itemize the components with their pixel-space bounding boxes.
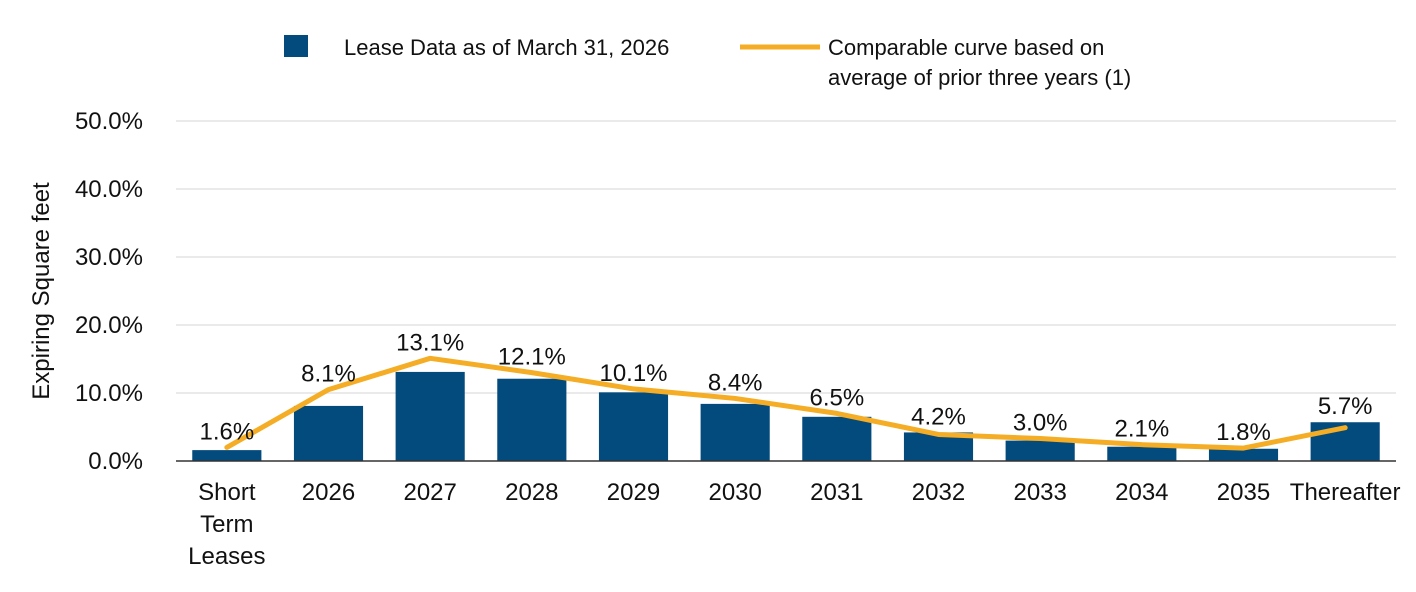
bar (1208, 448, 1279, 461)
x-category-label: 2029 (607, 479, 660, 506)
x-category-label: 2027 (403, 479, 456, 506)
data-label: 4.2% (911, 403, 966, 430)
legend: Lease Data as of March 31, 2026 Comparab… (284, 35, 1131, 90)
comparable-curve-line (224, 355, 1348, 451)
y-tick-label: 40.0% (75, 176, 143, 203)
y-tick-label: 50.0% (75, 108, 143, 135)
gridlines (176, 120, 1396, 394)
x-category-label: Thereafter (1290, 479, 1401, 506)
data-labels: 1.6% 8.1% 13.1% 12.1% 10.1% 8.4% 6.5% 4.2% 3.0% 2… (199, 329, 1372, 446)
comparable-curve-series (224, 355, 1348, 451)
x-category-label: Short (198, 479, 256, 506)
bar (293, 405, 364, 461)
bar (1107, 446, 1177, 461)
y-tick-label: 30.0% (75, 244, 143, 271)
data-label: 12.1% (498, 344, 566, 371)
data-label: 1.6% (199, 418, 254, 445)
legend-bar-label: Lease Data as of March 31, 2026 (344, 35, 669, 60)
data-label: 6.5% (809, 384, 864, 411)
legend-line-label-1: Comparable curve based on (828, 35, 1104, 60)
bar (598, 392, 669, 461)
x-category-label: 2034 (1115, 479, 1168, 506)
bar (192, 450, 262, 461)
x-category-label: Leases (188, 543, 265, 570)
legend-line-label-2: average of prior three years (1) (828, 65, 1131, 90)
x-category-label: 2032 (912, 479, 965, 506)
data-label: 2.1% (1114, 416, 1169, 443)
data-label: 5.7% (1318, 393, 1373, 420)
bar (1005, 440, 1075, 461)
x-category-label: 2031 (810, 479, 863, 506)
bar (802, 416, 872, 461)
y-tick-label: 10.0% (75, 380, 143, 407)
data-label: 8.1% (301, 361, 356, 388)
y-tick-label: 20.0% (75, 312, 143, 339)
y-axis-ticks: 0.0% 10.0% 20.0% 30.0% 40.0% 50.0% (75, 108, 143, 475)
x-category-label: 2028 (505, 479, 558, 506)
data-label: 1.8% (1216, 419, 1271, 446)
data-label: 3.0% (1013, 410, 1068, 437)
bar (497, 378, 567, 461)
y-axis-title: Expiring Square feet (28, 182, 55, 400)
data-label: 13.1% (396, 329, 464, 356)
x-category-label: 2030 (708, 479, 761, 506)
bar (700, 403, 770, 461)
bar-series (192, 371, 1380, 461)
bar (395, 371, 465, 461)
x-category-label: 2035 (1217, 479, 1270, 506)
x-category-label: 2033 (1013, 479, 1066, 506)
data-label: 10.1% (599, 360, 667, 387)
x-category-label: 2026 (302, 479, 355, 506)
legend-bar-swatch (284, 35, 308, 57)
x-category-label: Term (200, 511, 253, 538)
data-label: 8.4% (708, 369, 763, 396)
y-tick-label: 0.0% (88, 448, 143, 475)
x-axis-categories: Short Term Leases 2026 2027 2028 2029 2030 2031 2… (188, 479, 1400, 570)
